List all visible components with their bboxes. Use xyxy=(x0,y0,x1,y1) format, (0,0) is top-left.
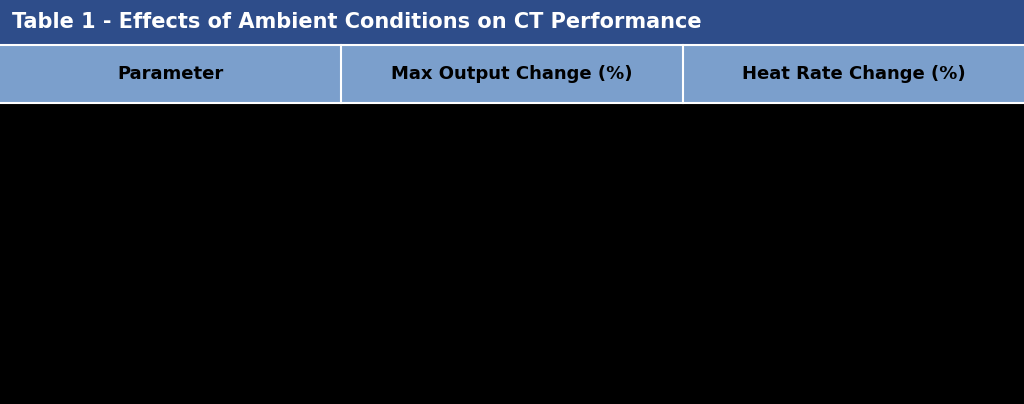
Text: Table 1 - Effects of Ambient Conditions on CT Performance: Table 1 - Effects of Ambient Conditions … xyxy=(12,13,701,32)
Text: Parameter: Parameter xyxy=(118,65,223,83)
Bar xyxy=(0,45,1024,103)
Bar xyxy=(0,103,1024,404)
Bar xyxy=(0,0,1024,45)
Text: Max Output Change (%): Max Output Change (%) xyxy=(391,65,633,83)
Text: Heat Rate Change (%): Heat Rate Change (%) xyxy=(741,65,966,83)
